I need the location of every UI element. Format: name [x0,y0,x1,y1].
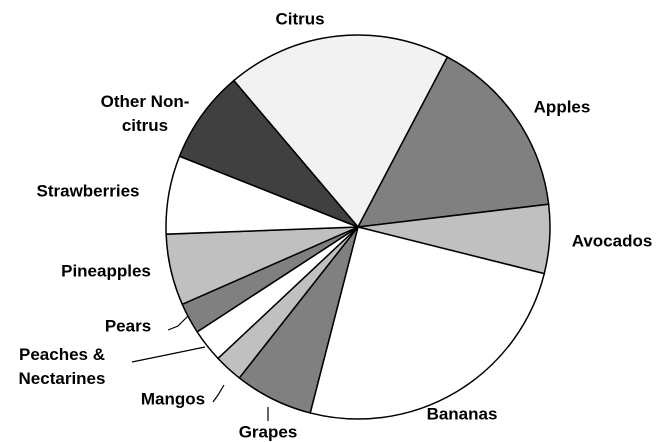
slice-label: Grapes [239,422,298,441]
pie-slice [356,56,550,228]
pie-slice [232,34,449,229]
slice-label: Peaches & Nectarines [19,345,106,388]
slice-label: Bananas [427,404,498,423]
leader-line [167,315,189,331]
leader-line [212,384,225,403]
slice-label: Mangos [141,389,205,408]
label-line: Other Non- [101,92,190,111]
label-line: citrus [122,116,168,135]
slice-label: Apples [534,97,591,116]
label-line: Peaches & [19,345,105,364]
slice-label: Pineapples [61,261,151,280]
pie-slice [309,226,546,420]
slice-label: Citrus [275,9,324,28]
slice-label: Other Non-citrus [101,92,190,135]
slice-label: Strawberries [37,181,140,200]
slice-label: Pears [105,316,151,335]
pie-slice [178,79,359,228]
slice-label: Avocados [572,231,653,250]
leader-line [131,346,206,363]
label-line: Nectarines [19,369,106,388]
